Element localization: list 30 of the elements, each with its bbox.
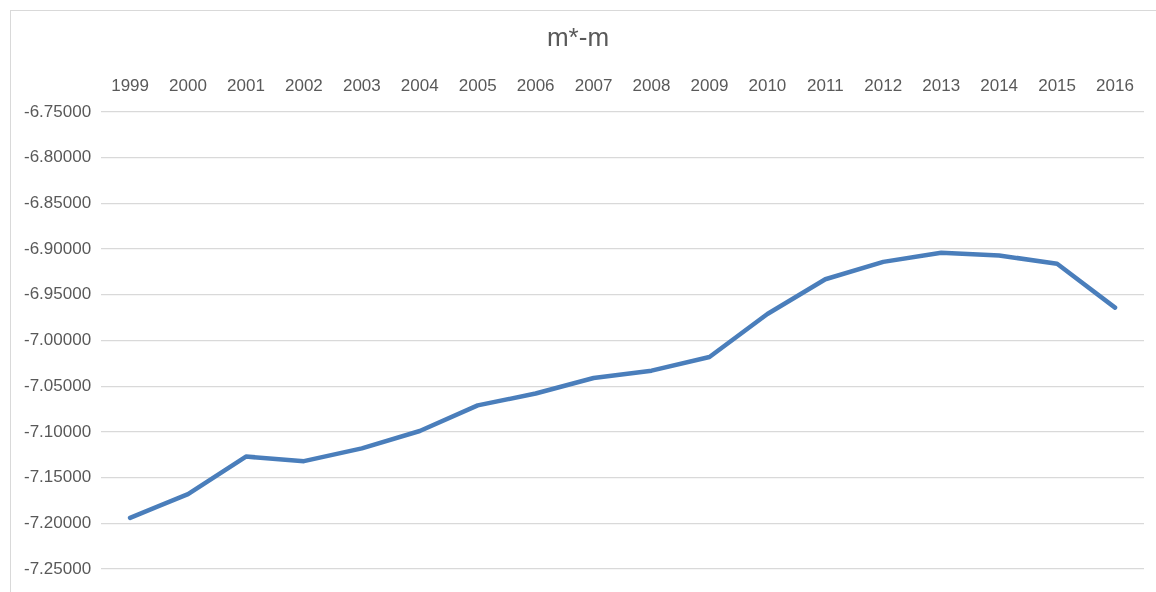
y-tick-label: -7.00000: [23, 330, 92, 350]
x-tick-label: 2006: [516, 75, 555, 95]
x-tick-label: 2010: [748, 75, 787, 95]
y-tick-label: -7.20000: [23, 512, 92, 532]
y-tick-label: -7.25000: [23, 558, 92, 578]
x-tick-label: 2014: [980, 75, 1019, 95]
y-tick-label: -6.80000: [23, 147, 92, 167]
x-tick-label: 2005: [458, 75, 497, 95]
x-tick-label: 2015: [1038, 75, 1077, 95]
x-tick-label: 2012: [864, 75, 903, 95]
x-tick-label: 2001: [227, 75, 265, 95]
x-tick-label: 2003: [342, 75, 381, 95]
x-tick-label: 2008: [632, 75, 671, 95]
y-tick-label: -7.15000: [23, 467, 92, 487]
y-tick-label: -6.90000: [23, 238, 92, 258]
y-tick-label: -6.95000: [23, 284, 92, 304]
y-tick-label: -6.85000: [23, 193, 92, 213]
y-tick-label: -6.75000: [23, 101, 92, 121]
y-tick-label: -7.05000: [23, 375, 92, 395]
x-tick-label: 1999: [111, 75, 149, 95]
x-tick-label: 2004: [400, 75, 439, 95]
x-tick-label: 2002: [284, 75, 323, 95]
chart-title: m*-m: [545, 22, 611, 53]
x-tick-label: 2009: [690, 75, 729, 95]
x-tick-label: 2007: [574, 75, 613, 95]
x-tick-label: 2013: [922, 75, 961, 95]
x-tick-label: 2000: [169, 75, 207, 95]
x-tick-label: 2011: [807, 75, 844, 95]
x-tick-label: 2016: [1096, 75, 1134, 95]
y-tick-label: -7.10000: [23, 421, 92, 441]
